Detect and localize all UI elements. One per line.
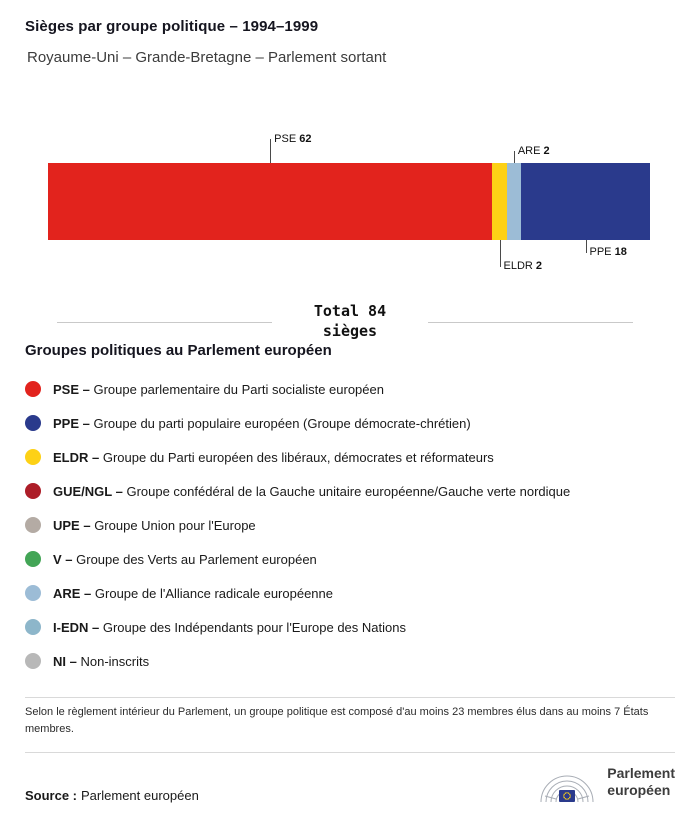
bar-label-tick-pse xyxy=(270,139,272,163)
total-divider-right xyxy=(428,322,633,323)
bar-label-are: ARE 2 xyxy=(517,145,550,157)
legend-color-dot-gue-ngl xyxy=(25,483,41,499)
bar-label-eldr: ELDR 2 xyxy=(503,260,543,272)
legend-label-eldr: ELDR – Groupe du Parti européen des libé… xyxy=(53,449,494,465)
total-line1: Total 84 xyxy=(313,302,387,320)
footnote: Selon le règlement intérieur du Parlemen… xyxy=(25,706,649,735)
legend-label-ni: NI – Non-inscrits xyxy=(53,653,150,669)
bar-label-ppe: PPE 18 xyxy=(589,246,627,258)
bar-segment-pse[interactable] xyxy=(48,163,493,240)
legend-item-are: ARE – Groupe de l'Alliance radicale euro… xyxy=(25,576,675,610)
bar-label-tick-ppe xyxy=(585,240,587,253)
legend-item-v: V – Groupe des Verts au Parlement europé… xyxy=(25,542,675,576)
bar-label-pse: PSE 62 xyxy=(274,133,312,145)
legend-label-v: V – Groupe des Verts au Parlement europé… xyxy=(53,551,317,567)
header: Sièges par groupe politique – 1994–1999 … xyxy=(25,18,386,66)
source-label: Source : xyxy=(25,788,78,803)
seat-chart: PSE 62 ELDR 2 ARE 2 PPE 18 xyxy=(0,130,700,300)
footnote-divider-bottom xyxy=(25,752,675,753)
ep-logo-text-line1: Parlement xyxy=(607,765,675,781)
source-line: Source : Parlement européen xyxy=(25,788,199,803)
legend-item-ppe: PPE – Groupe du parti populaire européen… xyxy=(25,406,675,440)
legend-heading: Groupes politiques au Parlement européen xyxy=(25,342,332,359)
bar-segment-eldr[interactable] xyxy=(492,163,507,240)
legend-label-upe: UPE – Groupe Union pour l'Europe xyxy=(53,517,256,533)
total-line2: sièges xyxy=(322,322,378,340)
legend-item-i-edn: I-EDN – Groupe des Indépendants pour l'E… xyxy=(25,610,675,644)
page-subtitle: Royaume-Uni – Grande-Bretagne – Parlemen… xyxy=(27,49,387,66)
legend-item-ni: NI – Non-inscrits xyxy=(25,644,675,678)
legend-color-dot-ppe xyxy=(25,415,41,431)
source-value: Parlement européen xyxy=(81,788,199,803)
legend-item-gue-ngl: GUE/NGL – Groupe confédéral de la Gauche… xyxy=(25,474,675,508)
legend-item-pse: PSE – Groupe parlementaire du Parti soci… xyxy=(25,372,675,406)
legend-color-dot-are xyxy=(25,585,41,601)
european-parliament-logo: Parlement européen xyxy=(536,760,675,804)
eu-flag-stars xyxy=(563,792,572,800)
legend-color-dot-upe xyxy=(25,517,41,533)
footnote-divider-top xyxy=(25,697,675,698)
bar-segment-ppe[interactable] xyxy=(520,163,650,240)
legend-label-i-edn: I-EDN – Groupe des Indépendants pour l'E… xyxy=(53,619,406,635)
legend-label-are: ARE – Groupe de l'Alliance radicale euro… xyxy=(53,585,333,601)
ep-hemicycle-icon xyxy=(540,775,594,803)
total-divider-left xyxy=(57,322,272,323)
ep-logo-text: Parlement européen xyxy=(607,765,675,799)
ep-logo-text-line2: européen xyxy=(607,782,671,798)
total-row: Total 84 sièges xyxy=(0,300,700,344)
legend-label-gue-ngl: GUE/NGL – Groupe confédéral de la Gauche… xyxy=(53,483,571,499)
bar-segment-are[interactable] xyxy=(506,163,521,240)
legend-color-dot-v xyxy=(25,551,41,567)
seat-bar xyxy=(48,163,650,240)
legend-section: Groupes politiques au Parlement européen… xyxy=(25,342,675,678)
legend-label-ppe: PPE – Groupe du parti populaire européen… xyxy=(53,415,471,431)
bar-label-tick-eldr xyxy=(499,240,501,267)
legend-label-pse: PSE – Groupe parlementaire du Parti soci… xyxy=(53,381,384,397)
total-seats-label: Total 84 sièges xyxy=(272,301,428,341)
legend-item-eldr: ELDR – Groupe du Parti européen des libé… xyxy=(25,440,675,474)
legend-color-dot-ni xyxy=(25,653,41,669)
legend-list: PSE – Groupe parlementaire du Parti soci… xyxy=(25,372,675,678)
legend-item-upe: UPE – Groupe Union pour l'Europe xyxy=(25,508,675,542)
page-title: Sièges par groupe politique – 1994–1999 xyxy=(25,18,319,35)
bar-label-tick-are xyxy=(513,151,515,163)
legend-color-dot-pse xyxy=(25,381,41,397)
eu-flag xyxy=(559,790,576,802)
legend-color-dot-eldr xyxy=(25,449,41,465)
legend-color-dot-i-edn xyxy=(25,619,41,635)
